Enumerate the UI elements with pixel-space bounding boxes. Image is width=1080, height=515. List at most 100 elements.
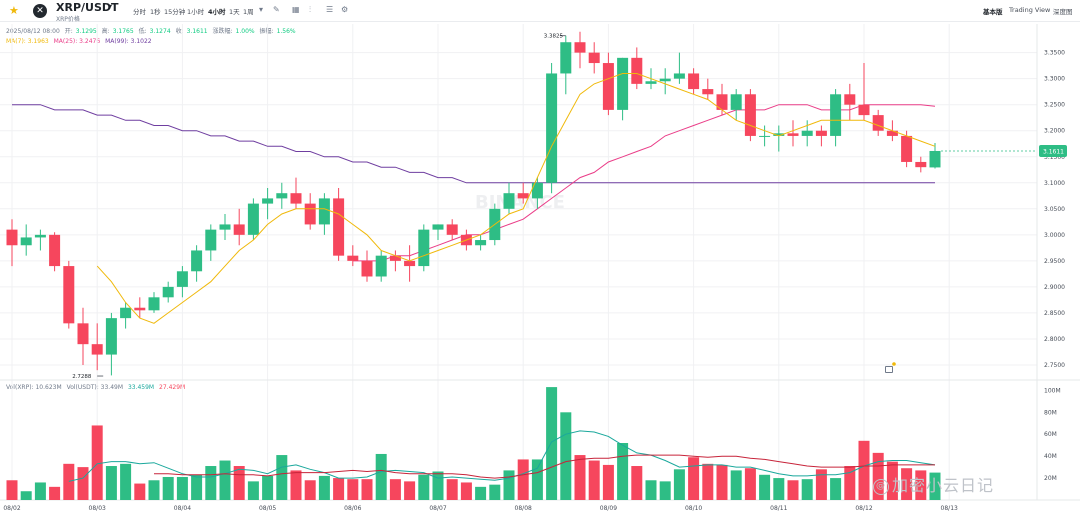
volume-bar-up [801, 479, 813, 500]
change-value: 1.00% [235, 28, 255, 35]
interval-1s[interactable]: 1秒 [150, 8, 161, 16]
candle-body-down [688, 73, 700, 90]
view-depth[interactable]: 深度图 [1053, 8, 1073, 16]
volume-bar-down [517, 459, 529, 500]
price-tick-label: 2.9000 [1044, 284, 1065, 291]
price-tick-label: 2.8500 [1044, 310, 1065, 317]
pair-subtitle: XRP价格 [56, 16, 80, 23]
volume-bar-down [716, 464, 728, 500]
volume-bar-up [276, 455, 288, 500]
volume-ma2-line [154, 454, 935, 479]
volume-bar-up [176, 476, 188, 500]
interval-15m[interactable]: 15分钟 [164, 8, 186, 16]
interval-4h[interactable]: 4小时 [208, 8, 226, 16]
candle-body-down [446, 224, 458, 235]
candle-body-down [517, 193, 529, 199]
candle-body-up [318, 198, 330, 225]
candle-body-down [787, 133, 799, 136]
ma99-line [12, 104, 935, 184]
candle-body-up [560, 42, 572, 74]
candle-body-down [91, 344, 103, 355]
candle-body-down [574, 42, 586, 53]
candle-body-down [290, 193, 302, 204]
draw-pencil-icon[interactable]: ✎ [273, 5, 280, 14]
candle-body-down [361, 260, 373, 277]
candle-body-up [20, 237, 32, 246]
volume-bar-down [49, 486, 61, 500]
candle-body-down [631, 57, 643, 84]
vol-ma1-label: 33.459M [127, 384, 155, 391]
volume-bar-up [645, 480, 657, 500]
candle-body-up [191, 250, 203, 272]
watermark-at-icon: @ [873, 478, 889, 495]
ma7-label: MA(7): 3.1963 [6, 38, 49, 45]
view-basic[interactable]: 基本版 [983, 8, 1003, 16]
volume-bar-up [105, 466, 117, 500]
volume-bar-up [34, 482, 46, 500]
volume-bar-up [617, 443, 629, 500]
candle-body-up [730, 94, 742, 110]
date-tick-label: 08/05 [259, 505, 276, 512]
candle-body-up [432, 224, 444, 230]
favorite-star-icon[interactable]: ★ [9, 4, 19, 17]
date-tick-label: 08/08 [515, 505, 532, 512]
more-intervals-icon[interactable]: ▾ [259, 5, 264, 14]
price-tick-label: 3.3500 [1044, 50, 1065, 57]
layout-grid-icon[interactable]: ▦ [292, 5, 300, 14]
alert-dot [892, 362, 896, 366]
ma99-label: MA(99): 3.1022 [105, 38, 152, 45]
candle-body-up [759, 135, 771, 137]
candle-body-down [702, 89, 714, 95]
price-tick-label: 3.3000 [1044, 76, 1065, 83]
pair-title[interactable]: XRP/USDT [56, 1, 119, 14]
chart-type-icon[interactable]: ☰ [326, 5, 334, 14]
volume-bar-up [162, 476, 174, 500]
candle-body-down [6, 229, 18, 246]
volume-bar-down [460, 482, 472, 500]
volume-bar-down [702, 463, 714, 500]
volume-bar-up [262, 475, 274, 500]
volume-bar-up [375, 453, 387, 500]
candle-body-up [375, 255, 387, 277]
candle-body-down [233, 224, 245, 235]
candle-body-down [389, 255, 401, 261]
volume-bar-down [901, 468, 913, 500]
volume-bar-down [389, 479, 401, 500]
volume-bar-down [858, 440, 870, 500]
watermark-text: 加密小云日记 [892, 476, 995, 495]
volume-bar-down [688, 457, 700, 500]
volume-bar-up [432, 471, 444, 500]
settings-gear-icon[interactable]: ⚙ [341, 5, 349, 14]
interval-time[interactable]: 分时 [133, 8, 146, 16]
view-tradingview[interactable]: Trading View [1009, 6, 1051, 14]
volume-tick-label: 80M [1044, 409, 1057, 416]
price-tick-label: 3.2500 [1044, 102, 1065, 109]
candle-body-down [404, 260, 416, 267]
top-bar: ★ ✕ XRP/USDT ▾ XRP价格 分时 1秒 15分钟 1小时 4小时 … [0, 0, 1080, 23]
price-tick-label: 3.1500 [1044, 154, 1065, 161]
chevron-down-icon[interactable]: ▾ [108, 2, 113, 11]
volume-bar-up [730, 470, 742, 500]
price-tick-label: 3.0500 [1044, 206, 1065, 213]
indicator-icon[interactable]: ⫶ [309, 5, 311, 14]
volume-tick-label: 60M [1044, 431, 1057, 438]
interval-1h[interactable]: 1小时 [187, 8, 205, 16]
candle-body-up [247, 203, 259, 235]
interval-1d[interactable]: 1天 [229, 8, 240, 16]
volume-bar-up [531, 459, 543, 500]
interval-1w[interactable]: 1周 [243, 8, 254, 16]
price-tick-label: 2.9500 [1044, 258, 1065, 265]
volume-bar-up [759, 474, 771, 500]
candle-body-up [105, 318, 117, 355]
date-tick-label: 08/12 [855, 505, 872, 512]
camera-icon[interactable] [885, 366, 893, 373]
volume-info-line: Vol(XRP): 10.623M Vol(USDT): 33.49M 33.4… [6, 384, 188, 391]
volume-bar-down [588, 460, 600, 500]
candle-body-down [304, 203, 316, 225]
date-tick-label: 08/11 [770, 505, 787, 512]
volume-bar-down [787, 480, 799, 500]
high-value: 3.1765 [112, 28, 134, 35]
price-tick-label: 3.1000 [1044, 180, 1065, 187]
candle-body-up [645, 81, 657, 84]
